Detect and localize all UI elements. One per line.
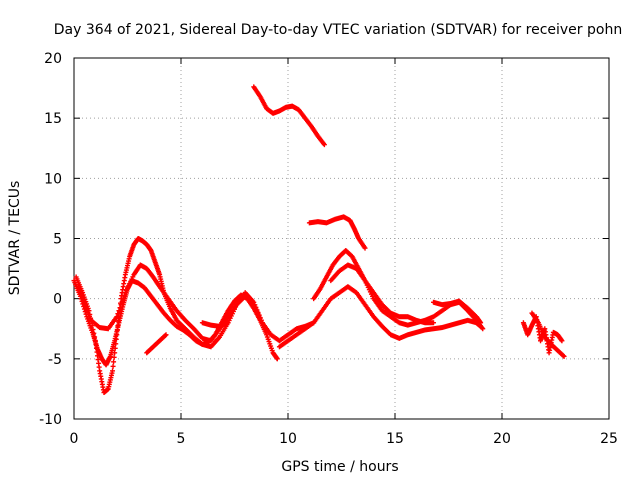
data-point — [90, 327, 96, 333]
series-arc13 — [529, 310, 567, 359]
x-tick-label: 10 — [279, 431, 297, 447]
x-tick-label: 25 — [600, 431, 618, 447]
data-point — [111, 354, 117, 360]
data-point — [225, 320, 231, 326]
data-point — [480, 326, 486, 332]
data-point — [119, 299, 125, 305]
data-point — [111, 359, 117, 365]
series-arc9 — [311, 248, 486, 332]
data-point — [118, 302, 124, 308]
data-point — [114, 332, 120, 338]
data-point — [114, 314, 120, 320]
data-point — [110, 368, 116, 374]
y-tick-label: 0 — [53, 292, 62, 308]
y-tick-label: 5 — [53, 232, 62, 248]
data-point — [89, 323, 95, 329]
axis-ticks — [73, 57, 610, 420]
data-point — [560, 353, 566, 359]
data-point — [274, 356, 280, 362]
data-point — [115, 318, 121, 324]
series-arc11 — [431, 298, 484, 326]
y-tick-label: 10 — [44, 171, 62, 187]
data-point — [321, 142, 327, 148]
data-point — [116, 308, 122, 314]
data-point — [121, 293, 127, 299]
y-tick-label: 15 — [44, 111, 62, 127]
series-arc6 — [251, 84, 327, 148]
data-point — [162, 333, 168, 339]
series-arc8 — [276, 284, 484, 350]
grid-lines — [74, 58, 609, 419]
data-point — [113, 336, 119, 342]
data-points — [71, 84, 567, 396]
y-tick-label: 20 — [44, 51, 62, 67]
series-arc10 — [328, 262, 437, 326]
data-point — [91, 330, 97, 336]
data-point — [120, 296, 126, 302]
data-point — [115, 323, 121, 329]
series-arc1 — [71, 278, 280, 368]
data-point — [117, 305, 123, 311]
data-point — [163, 332, 169, 338]
data-point — [362, 245, 368, 251]
data-point — [114, 327, 120, 333]
data-point — [115, 311, 121, 317]
x-tick-label: 20 — [493, 431, 511, 447]
y-axis-label: SDTVAR / TECUs — [7, 181, 23, 296]
x-tick-label: 5 — [177, 431, 186, 447]
data-point — [559, 338, 565, 344]
x-tick-label: 0 — [70, 431, 79, 447]
data-point — [110, 363, 116, 369]
x-axis-label: GPS time / hours — [281, 459, 398, 475]
tick-labels: 0 5 10 15 20 25 -10 -5 0 5 10 15 20 — [39, 51, 618, 447]
series-arc2 — [73, 236, 265, 396]
series-arc5 — [199, 320, 231, 329]
data-point — [92, 334, 98, 340]
series-arc3 — [75, 262, 317, 344]
data-point — [113, 341, 119, 347]
data-point — [112, 350, 118, 356]
data-point — [561, 353, 567, 359]
series-arc4 — [144, 332, 169, 356]
data-point — [478, 320, 484, 326]
data-point — [431, 320, 437, 326]
series-arc7 — [306, 214, 368, 251]
y-tick-label: -10 — [39, 412, 62, 428]
y-tick-label: -5 — [48, 352, 62, 368]
chart-title: Day 364 of 2021, Sidereal Day-to-day VTE… — [54, 22, 622, 38]
data-point — [112, 345, 118, 351]
x-tick-label: 15 — [386, 431, 404, 447]
